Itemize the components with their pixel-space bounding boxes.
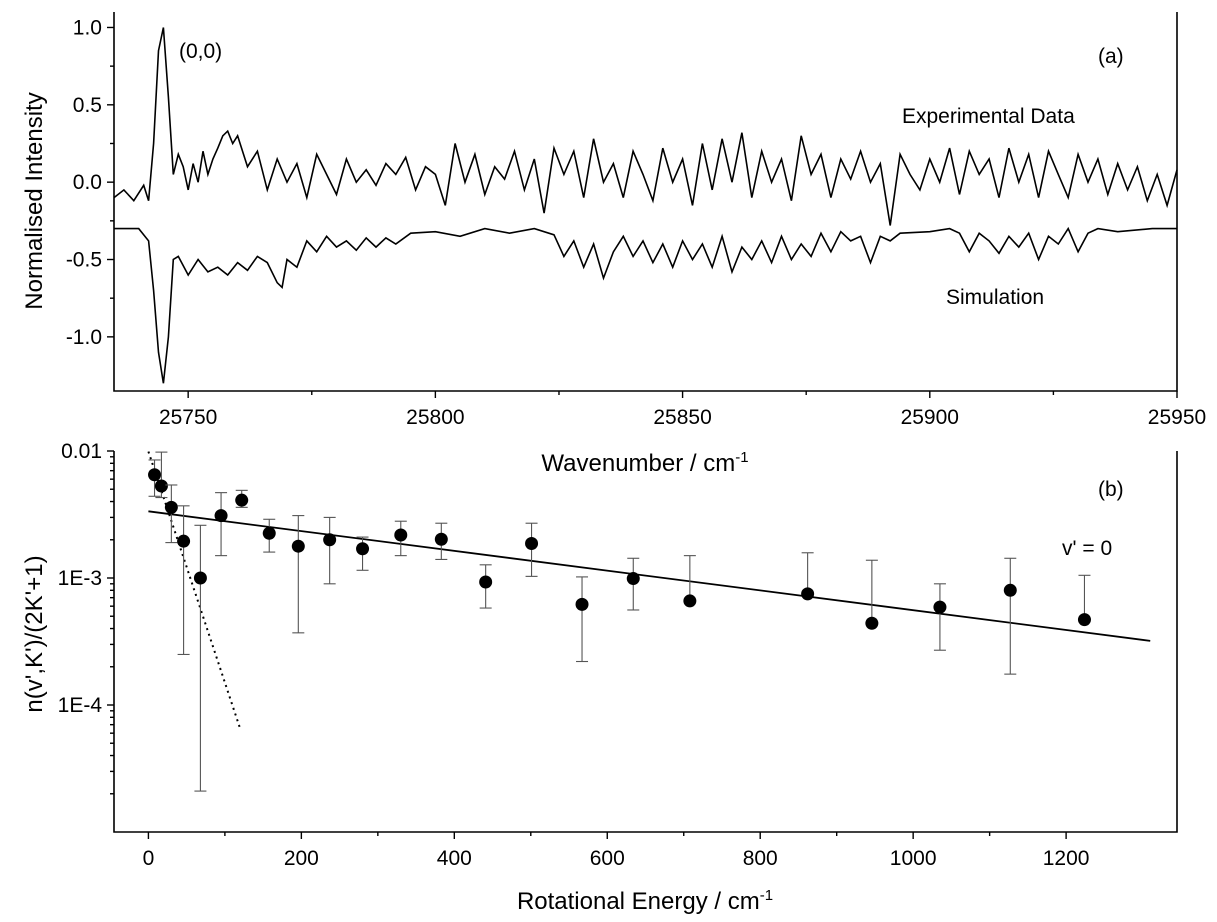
x-tick-label: 800 xyxy=(743,847,778,870)
data-point xyxy=(683,594,697,608)
data-point xyxy=(291,539,305,553)
experimental-label: Experimental Data xyxy=(902,105,1075,128)
panel-a: 25750 25800 25850 25900 25950 1.0 0.5 0.0 -0.5 -1… xyxy=(21,12,1206,477)
panel-b-ticks: 0 200 400 600 800 1000 1200 0.01 1E-3 1E-4 xyxy=(58,440,1090,870)
x-tick-label: 200 xyxy=(284,847,319,870)
data-point xyxy=(235,493,249,507)
x-tick-label: 1000 xyxy=(890,847,937,870)
x-tick-label: 400 xyxy=(437,847,472,870)
panel-b: 0 200 400 600 800 1000 1200 0.01 1E-3 1E-4 (b) v'… xyxy=(21,440,1178,915)
data-point xyxy=(575,597,589,611)
vibrational-level-label: v' = 0 xyxy=(1062,537,1112,560)
x-tick-label: 25750 xyxy=(159,406,217,429)
panel-b-label: (b) xyxy=(1098,478,1124,501)
panel-a-ticks: 25750 25800 25850 25900 25950 1.0 0.5 0.0 -0.5 -1… xyxy=(66,16,1206,429)
data-point xyxy=(193,571,207,585)
data-point xyxy=(323,533,337,547)
data-point xyxy=(933,600,947,614)
data-point xyxy=(177,534,191,548)
panel-b-y-axis-label: n(v',K')/(2K'+1) xyxy=(21,555,48,712)
x-tick-label: 25850 xyxy=(653,406,711,429)
data-point xyxy=(626,572,640,586)
panel-a-label: (a) xyxy=(1098,45,1124,68)
data-point xyxy=(394,528,408,542)
data-point xyxy=(164,500,178,514)
data-points xyxy=(148,451,1091,792)
y-tick-label: 1.0 xyxy=(73,16,102,39)
panel-a-axes xyxy=(113,12,1178,392)
data-point xyxy=(356,542,370,556)
data-point xyxy=(865,616,879,630)
data-point xyxy=(148,468,162,482)
data-point xyxy=(1077,613,1091,627)
x-tick-label: 25950 xyxy=(1148,406,1206,429)
x-tick-label: 25900 xyxy=(901,406,959,429)
simulation-label: Simulation xyxy=(946,286,1044,309)
linear-fit-line xyxy=(148,510,1151,642)
y-tick-label: -1.0 xyxy=(66,326,102,349)
data-point xyxy=(479,575,493,589)
simulation-trace xyxy=(114,226,1177,384)
y-tick-label: 1E-4 xyxy=(58,694,103,717)
x-tick-label: 25800 xyxy=(406,406,464,429)
data-point xyxy=(1003,583,1017,597)
data-point xyxy=(262,526,276,540)
x-tick-label: 0 xyxy=(143,847,155,870)
panel-a-x-axis-label: Wavenumber / cm-1 xyxy=(541,449,748,477)
data-point xyxy=(154,479,168,493)
y-tick-label: -0.5 xyxy=(66,249,102,272)
y-tick-label: 0.0 xyxy=(73,171,102,194)
peak-annotation: (0,0) xyxy=(179,40,222,63)
data-point xyxy=(214,509,228,523)
y-tick-label: 0.01 xyxy=(61,440,102,463)
panel-b-x-axis-label: Rotational Energy / cm-1 xyxy=(517,887,773,915)
panel-b-axes xyxy=(113,451,1178,833)
y-tick-label: 1E-3 xyxy=(58,567,102,590)
data-point xyxy=(801,587,815,601)
experimental-trace xyxy=(113,27,1178,226)
data-point xyxy=(525,536,539,550)
panel-a-y-axis-label: Normalised Intensity xyxy=(21,92,48,309)
data-point xyxy=(434,532,448,546)
x-tick-label: 1200 xyxy=(1043,847,1090,870)
x-tick-label: 600 xyxy=(590,847,625,870)
y-tick-label: 0.5 xyxy=(73,94,102,117)
